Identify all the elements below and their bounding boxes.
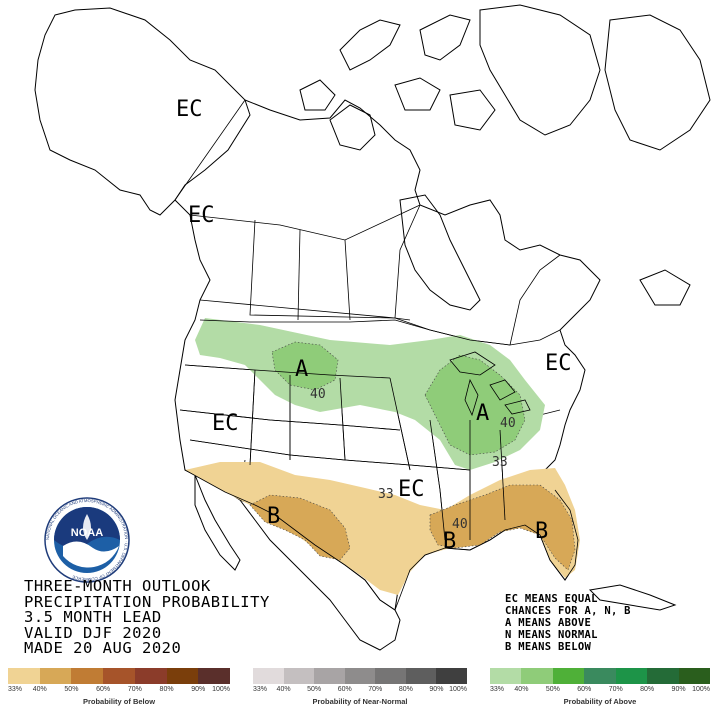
legend-tick-above-5: 80%	[640, 686, 655, 693]
legend-tick-below-4: 70%	[127, 686, 142, 693]
legend-swatch-normal-2	[314, 668, 345, 684]
legend-swatch-normal-6	[436, 668, 467, 684]
below-40-gulf	[429, 484, 576, 571]
below-33-south	[185, 462, 580, 595]
legend-tick-normal-1: 40%	[276, 686, 291, 693]
region-label-west: EC	[212, 411, 239, 436]
legend-tick-above-2: 50%	[545, 686, 560, 693]
legend-note-line-2: CHANCES FOR A, N, B	[505, 605, 631, 617]
legend-tick-below-2: 50%	[64, 686, 79, 693]
legend-ticks-below: 33% 40% 50% 60% 70% 80% 90% 100%	[8, 686, 230, 696]
legend-tick-normal-2: 50%	[307, 686, 322, 693]
legend-swatch-below-2	[71, 668, 104, 684]
legend-swatch-above-2	[552, 668, 585, 684]
region-label-great-lakes: A	[476, 401, 489, 426]
title-line-5: MADE 20 AUG 2020	[24, 639, 182, 658]
legend-swatch-below-0	[8, 668, 40, 684]
legend-note: EC MEANS EQUAL CHANCES FOR A, N, B A MEA…	[505, 593, 631, 653]
title-block: THREE-MONTH OUTLOOK PRECIPITATION PROBAB…	[24, 577, 270, 658]
above-40-plains	[271, 341, 339, 391]
below-40-southwest	[249, 494, 351, 561]
legend-tick-below-7: 100%	[212, 686, 230, 693]
legend-bar-above	[490, 668, 710, 684]
legend-swatch-normal-1	[283, 668, 315, 684]
legend-note-line-1: EC MEANS EQUAL	[505, 593, 598, 605]
legend-tick-above-3: 60%	[577, 686, 592, 693]
contour-label-gulf-40: 40	[452, 517, 468, 532]
legend-ticks-above: 33% 40% 50% 60% 70% 80% 90% 100%	[490, 686, 710, 696]
region-labels: EC EC EC EC EC A A B B B	[176, 97, 572, 554]
title-line-4: VALID DJF 2020	[24, 623, 162, 642]
legend-swatch-above-0	[490, 668, 522, 684]
legend-swatch-below-3	[103, 668, 135, 684]
contour-label-lakes-40: 40	[500, 416, 516, 431]
region-label-south-central: EC	[398, 477, 425, 502]
contour-label-ohio-33: 33	[492, 455, 508, 470]
legend-bar-normal	[253, 668, 467, 684]
legend-swatch-above-1	[521, 668, 553, 684]
legend-swatch-below-4	[134, 668, 167, 684]
legend-swatch-below-5	[166, 668, 199, 684]
legend-tick-below-0: 33%	[8, 686, 23, 693]
legend-tick-normal-6: 90%	[429, 686, 444, 693]
region-label-alaska: EC	[176, 97, 203, 122]
legend-swatch-below-6	[198, 668, 230, 684]
legend-title-below: Probability of Below	[82, 697, 156, 706]
overlay-borders	[179, 319, 579, 611]
above-normal-areas	[195, 318, 545, 470]
legend-swatch-above-6	[678, 668, 710, 684]
region-label-bc-coast: EC	[188, 203, 215, 228]
legend-tick-normal-3: 60%	[337, 686, 352, 693]
title-line-1: THREE-MONTH OUTLOOK	[24, 577, 211, 595]
title-line-3: 3.5 MONTH LEAD	[24, 608, 162, 627]
noaa-logo: NOAA NATIONAL OCEANIC AND ATMOSPHERIC AD…	[44, 497, 130, 583]
legend-tick-normal-4: 70%	[368, 686, 383, 693]
region-label-southwest: B	[267, 504, 280, 529]
legend-note-line-3: A MEANS ABOVE	[505, 617, 592, 629]
region-label-gulf-coast: B	[443, 529, 456, 554]
legend-swatch-above-5	[647, 668, 679, 684]
contour-label-plains-40: 40	[310, 387, 326, 402]
legend-note-line-4: N MEANS NORMAL	[505, 629, 598, 641]
legend-tick-normal-5: 80%	[398, 686, 413, 693]
legend-tick-above-6: 90%	[671, 686, 686, 693]
legend-swatch-normal-5	[405, 668, 437, 684]
legend-swatch-normal-0	[253, 668, 284, 684]
legend-note-line-5: B MEANS BELOW	[505, 641, 592, 653]
land-outlines	[34, 4, 711, 651]
legend-tick-above-7: 100%	[692, 686, 710, 693]
contour-label-texas-33: 33	[378, 487, 394, 502]
legend-tick-below-5: 80%	[159, 686, 174, 693]
legend-tick-below-6: 90%	[191, 686, 206, 693]
region-label-northeast: EC	[545, 351, 572, 376]
legend-bar-below	[8, 668, 230, 684]
legend-tick-normal-0: 33%	[253, 686, 268, 693]
noaa-logo-text: NOAA	[71, 527, 103, 539]
legend-ticks-normal: 33% 40% 50% 60% 70% 80% 90% 100%	[253, 686, 467, 696]
legend-swatch-normal-3	[344, 668, 376, 684]
below-normal-areas	[185, 462, 580, 595]
title-line-2: PRECIPITATION PROBABILITY	[24, 592, 270, 611]
legend-title-above: Probability of Above	[563, 697, 637, 706]
legend-swatch-normal-4	[375, 668, 406, 684]
legend-tick-above-0: 33%	[490, 686, 505, 693]
legend-title-normal: Probability of Near-Normal	[312, 697, 408, 706]
region-label-florida: B	[535, 519, 548, 544]
region-label-northern-plains: A	[295, 357, 308, 382]
legend-tick-normal-7: 100%	[449, 686, 467, 693]
legend-swatch-below-1	[39, 668, 72, 684]
legend-tick-above-1: 40%	[514, 686, 529, 693]
legend-swatch-above-4	[615, 668, 648, 684]
contour-labels: 40 40 33 33 40	[310, 387, 516, 532]
legend-tick-below-1: 40%	[32, 686, 47, 693]
legend-tick-above-4: 70%	[608, 686, 623, 693]
legend-swatch-above-3	[584, 668, 616, 684]
legend-tick-below-3: 60%	[96, 686, 111, 693]
